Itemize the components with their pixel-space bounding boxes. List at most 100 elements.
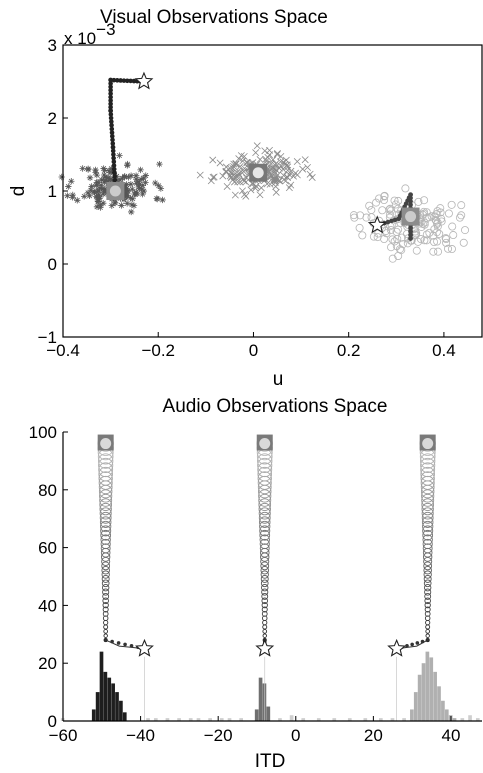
visual-point-circle [416,235,425,244]
visual-point-asterisk [135,183,142,191]
audio-funnel-circle [423,579,432,588]
visual-trajectory-dot [109,126,115,132]
visual-trajectory-dot [108,84,113,90]
visual-point-asterisk [118,202,125,209]
visual-point-circle [436,208,445,217]
audio-funnel-circle [261,601,268,609]
visual-point-circle [397,246,406,255]
visual-point-x [270,167,278,175]
audio-funnel-circle [97,453,114,469]
audio-histogram-1 [254,677,271,721]
audio-funnel-circle [423,570,432,579]
audio-trajectory-dot [110,639,114,644]
audio-funnel-circle [261,597,269,605]
visual-point-circle [444,209,453,218]
audio-histogram-bar [258,677,263,721]
visual-trajectory-dot [108,77,113,83]
audio-funnel-circle [98,457,114,473]
visual-point-circle [420,236,429,245]
audio-x-tick-label: −60 [49,726,78,745]
audio-funnel-circle [425,624,431,630]
visual-point-circle [388,254,397,263]
visual-trajectory-dot [408,195,413,201]
visual-point-asterisk [152,179,159,187]
visual-point-x [269,156,277,164]
visual-point-circle [388,235,397,244]
audio-funnel-circle [101,583,110,592]
visual-point-circle [420,220,429,229]
visual-point-circle [434,247,443,256]
visual-point-x [275,164,283,172]
visual-point-asterisk [123,187,130,195]
visual-point-x [263,180,271,188]
audio-histogram-bar [239,718,243,721]
visual-point-x [207,177,215,185]
visual-trajectory-dot [111,155,116,161]
visual-point-x [290,172,298,180]
audio-histogram-bar [91,709,96,721]
visual-trajectory-dot [408,199,413,204]
visual-point-asterisk [96,195,103,202]
visual-x-ticks: −0.4 −0.2 0 0.2 0.4 [46,332,456,360]
audio-histogram-bar [429,657,434,721]
visual-trajectory-dot [131,78,137,84]
audio-histogram-bar [99,651,104,721]
visual-point-circle [414,237,423,246]
visual-point-x [292,169,299,177]
audio-funnel-circle [422,543,433,554]
audio-start-star-icon [387,638,407,657]
visual-trajectory-dot [408,202,413,208]
visual-point-circle [432,210,441,219]
audio-funnel-circle [421,498,435,512]
visual-point-circle [378,206,387,215]
visual-point-asterisk [65,183,72,190]
visual-point-asterisk [95,192,102,199]
visual-point-asterisk [84,189,92,197]
visual-point-asterisk [133,190,141,197]
visual-point-x [230,160,238,168]
visual-trajectory-dot [109,119,114,124]
audio-trajectory [255,434,275,721]
visual-trajectory-dot [112,177,118,183]
visual-point-circle [401,184,410,193]
visual-point-circle [455,213,464,222]
audio-histogram-bar [402,718,406,721]
audio-trajectory [97,434,154,721]
audio-funnel-circle [98,466,113,482]
visual-point-x [308,174,316,182]
visual-point-circle [369,232,378,241]
visual-point-asterisk [107,176,115,183]
audio-histogram-bar [301,718,306,721]
audio-histogram-bar [146,718,150,721]
visual-point-circle [390,196,399,205]
audio-x-ticks: −60 −40 −20 0 20 40 [49,716,461,745]
audio-funnel-circle [259,529,271,541]
visual-point-asterisk [137,176,145,183]
visual-trajectories [106,71,420,241]
visual-point-asterisk [99,185,107,192]
audio-funnel-circle [262,624,268,630]
visual-trajectory-dot [110,148,116,154]
visual-trajectory-dot [108,115,114,121]
audio-funnel-circle [422,529,434,541]
audio-start-star-icon [255,638,275,657]
audio-funnel-circle [425,633,430,638]
visual-point-asterisk [139,190,146,198]
audio-trajectory-dot [116,641,121,645]
audio-histogram-bar [475,718,480,721]
visual-point-asterisk [130,202,138,209]
audio-funnel-circle [103,633,108,638]
audio-trajectory-dot [420,639,425,644]
visual-point-x [253,142,261,150]
audio-x-tick-label: 40 [442,726,461,745]
audio-y-tick-label: 80 [38,481,57,500]
visual-point-asterisk [100,165,107,172]
audio-funnel-circle [260,561,270,571]
visual-point-asterisk [69,194,76,201]
visual-point-x [269,164,277,172]
audio-trajectory-dot [410,642,414,647]
audio-histogram-bar [208,718,212,721]
audio-histogram-bar [425,651,430,721]
audio-funnel-circle [103,624,109,630]
